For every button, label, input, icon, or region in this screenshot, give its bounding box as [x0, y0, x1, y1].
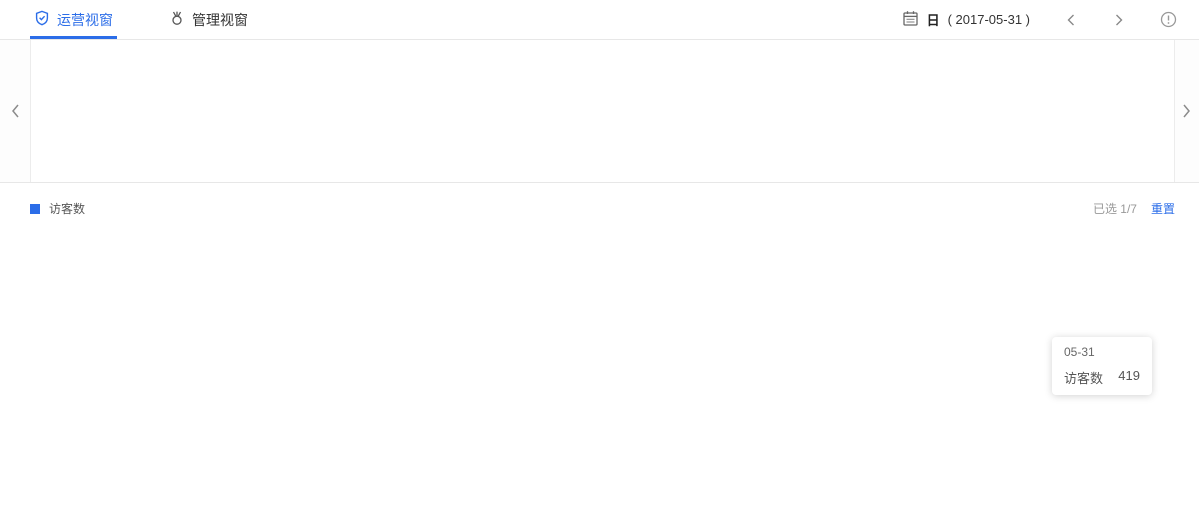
legend-label: 访客数	[49, 202, 86, 216]
tab-operations-view[interactable]: 运营视窗	[30, 0, 117, 39]
date-next-button[interactable]	[1112, 12, 1126, 28]
tooltip-date: 05-31	[1064, 345, 1095, 359]
chart-legend-row: 访客数 已选 1/7 重置	[0, 183, 1199, 217]
date-prev-button[interactable]	[1064, 12, 1078, 28]
whistle-icon	[169, 10, 185, 29]
calendar-icon	[902, 10, 919, 30]
legend-swatch	[30, 203, 40, 214]
reset-link[interactable]: 重置	[1150, 202, 1175, 216]
line-chart[interactable]	[0, 227, 1199, 521]
tab-management-view[interactable]: 管理视窗	[165, 0, 252, 39]
tab-label: 管理视窗	[192, 11, 248, 28]
trend-chart-section: 访客数 已选 1/7 重置 05-31 访客数 419	[0, 183, 1199, 521]
chart-meta: 已选 1/7 重置	[1093, 200, 1175, 217]
header: 运营视窗 管理视窗 日 ( 2017-05-31 )	[0, 0, 1199, 40]
date-value: ( 2017-05-31 )	[947, 12, 1030, 27]
cards-scroll-left-button[interactable]	[0, 40, 30, 182]
date-picker[interactable]: 日 ( 2017-05-31 )	[902, 10, 1030, 30]
date-granularity: 日	[926, 13, 940, 28]
metric-cards-row	[0, 40, 1199, 183]
tooltip-value: 419	[1118, 368, 1140, 383]
cards-scroll-right-button[interactable]	[1175, 40, 1199, 182]
tooltip-series-name: 访客数	[1064, 371, 1104, 386]
info-icon[interactable]	[1160, 11, 1177, 28]
metric-cards	[30, 40, 1175, 182]
legend-item-visitors[interactable]: 访客数	[30, 200, 85, 217]
chart-tooltip: 05-31 访客数 419	[1052, 337, 1152, 395]
tab-label: 运营视窗	[57, 11, 113, 28]
selected-count: 已选 1/7	[1092, 202, 1137, 216]
shield-icon	[34, 10, 50, 29]
view-tabs: 运营视窗 管理视窗	[0, 0, 300, 39]
header-controls: 日 ( 2017-05-31 )	[902, 10, 1199, 30]
